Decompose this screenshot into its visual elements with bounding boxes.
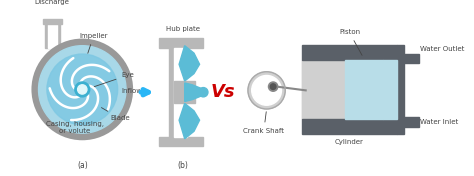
Text: Water Inlet: Water Inlet [420,119,458,125]
Bar [45,20,60,48]
Bar [159,38,203,48]
Circle shape [268,82,278,91]
Circle shape [75,82,90,97]
Bar [169,48,174,137]
Text: Hub plate: Hub plate [166,26,200,32]
Polygon shape [179,103,200,139]
Circle shape [199,88,208,97]
Bar [302,119,397,134]
Bar [397,45,404,134]
Bar [302,45,397,60]
Circle shape [252,76,282,105]
Bar [174,81,195,103]
Bar [43,19,62,24]
Text: (b): (b) [177,161,188,170]
Circle shape [34,41,131,138]
Bar [48,20,57,48]
Text: Discharge: Discharge [34,0,69,5]
Circle shape [47,54,118,125]
Circle shape [270,84,276,89]
Bar [404,54,419,63]
Text: (a): (a) [77,161,88,170]
Bar [404,117,419,127]
Text: Casing, housing,: Casing, housing, [46,121,104,127]
Text: Cylinder: Cylinder [335,139,364,145]
Text: Crank Shaft: Crank Shaft [243,112,284,134]
Circle shape [78,85,87,94]
Polygon shape [185,83,207,102]
Bar [302,60,345,119]
Bar [383,60,397,119]
Polygon shape [179,46,200,81]
Circle shape [248,72,285,109]
Circle shape [38,46,126,133]
Text: Eye: Eye [94,72,134,87]
Text: Water Outlet: Water Outlet [420,46,465,52]
Text: Blade: Blade [101,108,130,121]
Bar [302,60,349,119]
Text: Inflow: Inflow [121,89,142,95]
Bar [345,60,383,119]
Text: Impeller: Impeller [79,33,108,53]
Bar [159,137,203,146]
Text: or volute: or volute [59,128,91,134]
Bar [174,48,188,137]
Text: Piston: Piston [339,29,362,55]
Text: Vs: Vs [210,83,235,101]
